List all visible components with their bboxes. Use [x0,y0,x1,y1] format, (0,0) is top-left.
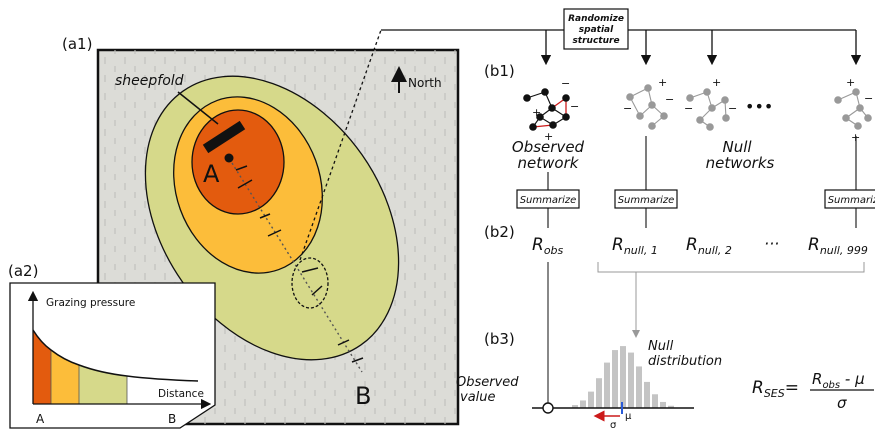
r-null-999-label: Rnull, 999 [808,235,868,257]
histogram-bar [604,362,610,408]
randomize-label-1: Randomize [568,14,624,24]
null-distribution-label-1: Null [648,339,674,354]
randomize-block: Randomize spatial structure [381,8,862,66]
svg-text:−: − [623,102,632,115]
randomize-label-3: structure [572,36,619,46]
svg-text:+: + [846,76,855,89]
observed-network-label-1: Observed [512,138,585,156]
histogram-bar [620,346,626,408]
transect-line [231,162,363,373]
svg-text:−: − [684,102,693,115]
point-a-label: A [203,160,220,188]
svg-text:+: + [544,130,553,143]
histogram-bar [660,401,666,408]
histogram-bar [644,381,650,408]
null-distribution-label-2: distribution [648,354,722,369]
north-label: North [408,76,442,90]
r-null-2-label: Rnull, 2 [686,235,732,257]
svg-text:−: − [728,102,737,115]
point-a-marker [224,153,234,163]
summarize-box-null-1 [614,189,678,209]
inset-zone-a [33,330,51,404]
inset-x-start: A [36,412,45,426]
formula-denominator: σ [837,394,847,412]
inset-x-end: B [168,412,176,426]
null-network-1-icon: + − − [623,76,674,130]
grazing-curve [32,329,199,382]
histogram-bar [628,352,634,408]
ses-formula: RSES= Robs - μ σ [752,370,874,412]
histogram-bar [580,400,586,408]
inset-y-label: Grazing pressure [46,297,135,309]
svg-text:Summarize: Summarize [828,195,875,206]
svg-text:−: − [570,100,579,113]
histogram-bar [588,391,594,408]
quadrat-marks [235,165,364,363]
svg-text:−: − [561,77,570,90]
statistics-row: Robs Rnull, 1 Rnull, 2 ··· Rnull, 999 [532,234,868,257]
observed-value-marker [542,402,554,414]
panel-label-b1: (b1) [484,62,515,80]
observed-value-label-1: Observed [456,375,519,390]
summarize-box-observed [516,189,580,209]
svg-text:+: + [658,76,667,89]
sigma-label: σ [610,420,617,430]
panel-label-b3: (b3) [484,330,515,348]
r-null-1-label: Rnull, 1 [612,235,658,257]
mu-label: μ [625,411,632,422]
svg-text:Summarize: Summarize [520,195,577,206]
randomize-label-2: spatial [579,25,614,35]
histogram-bar [636,366,642,408]
panel-label-a1: (a1) [62,35,92,53]
ellipsis: ••• [745,97,773,116]
null-distribution-histogram [572,346,674,408]
randomize-box [563,8,629,50]
summarize-box-null-999 [824,189,875,209]
summarize-boxes: Summarize Summarize Summarize [516,189,875,209]
formula-numerator: Robs - μ [812,370,865,391]
sheepfold-label: sheepfold [115,73,184,89]
zoom-link-line [299,29,382,261]
null-networks-label-2: networks [706,154,775,172]
stats-ellipsis: ··· [764,234,779,253]
inset-zone-middle [51,350,79,404]
histogram-bar [596,378,602,408]
inset-panel: Grazing pressure Distance A B [9,282,216,429]
null-network-2-icon: + − − [684,76,737,131]
point-b-label: B [355,382,371,410]
sheepfold-block [202,120,246,154]
formula-lhs: RSES= [752,378,799,400]
svg-text:+: + [712,76,721,89]
null-network-999-icon: + − + [834,76,873,144]
panel-label-b2: (b2) [484,223,515,241]
observed-network-label-2: network [518,154,580,172]
panel-label-a2: (a2) [8,262,38,280]
svg-text:Summarize: Summarize [618,195,675,206]
svg-text:+: + [532,106,541,119]
inset-x-label: Distance [158,388,204,400]
histogram-bar [612,350,618,408]
observed-network-icon: + − − + [523,77,579,143]
observed-value-label-2: value [460,390,496,405]
histogram-bar [572,405,578,408]
svg-text:−: − [665,93,674,106]
null-networks-label-1: Null [722,138,752,156]
svg-text:−: − [864,92,873,105]
sample-circle [291,257,329,309]
histogram-bar [668,405,674,408]
zone-inner [191,109,285,215]
r-obs-label: Robs [532,235,564,257]
histogram-bar [652,394,658,408]
